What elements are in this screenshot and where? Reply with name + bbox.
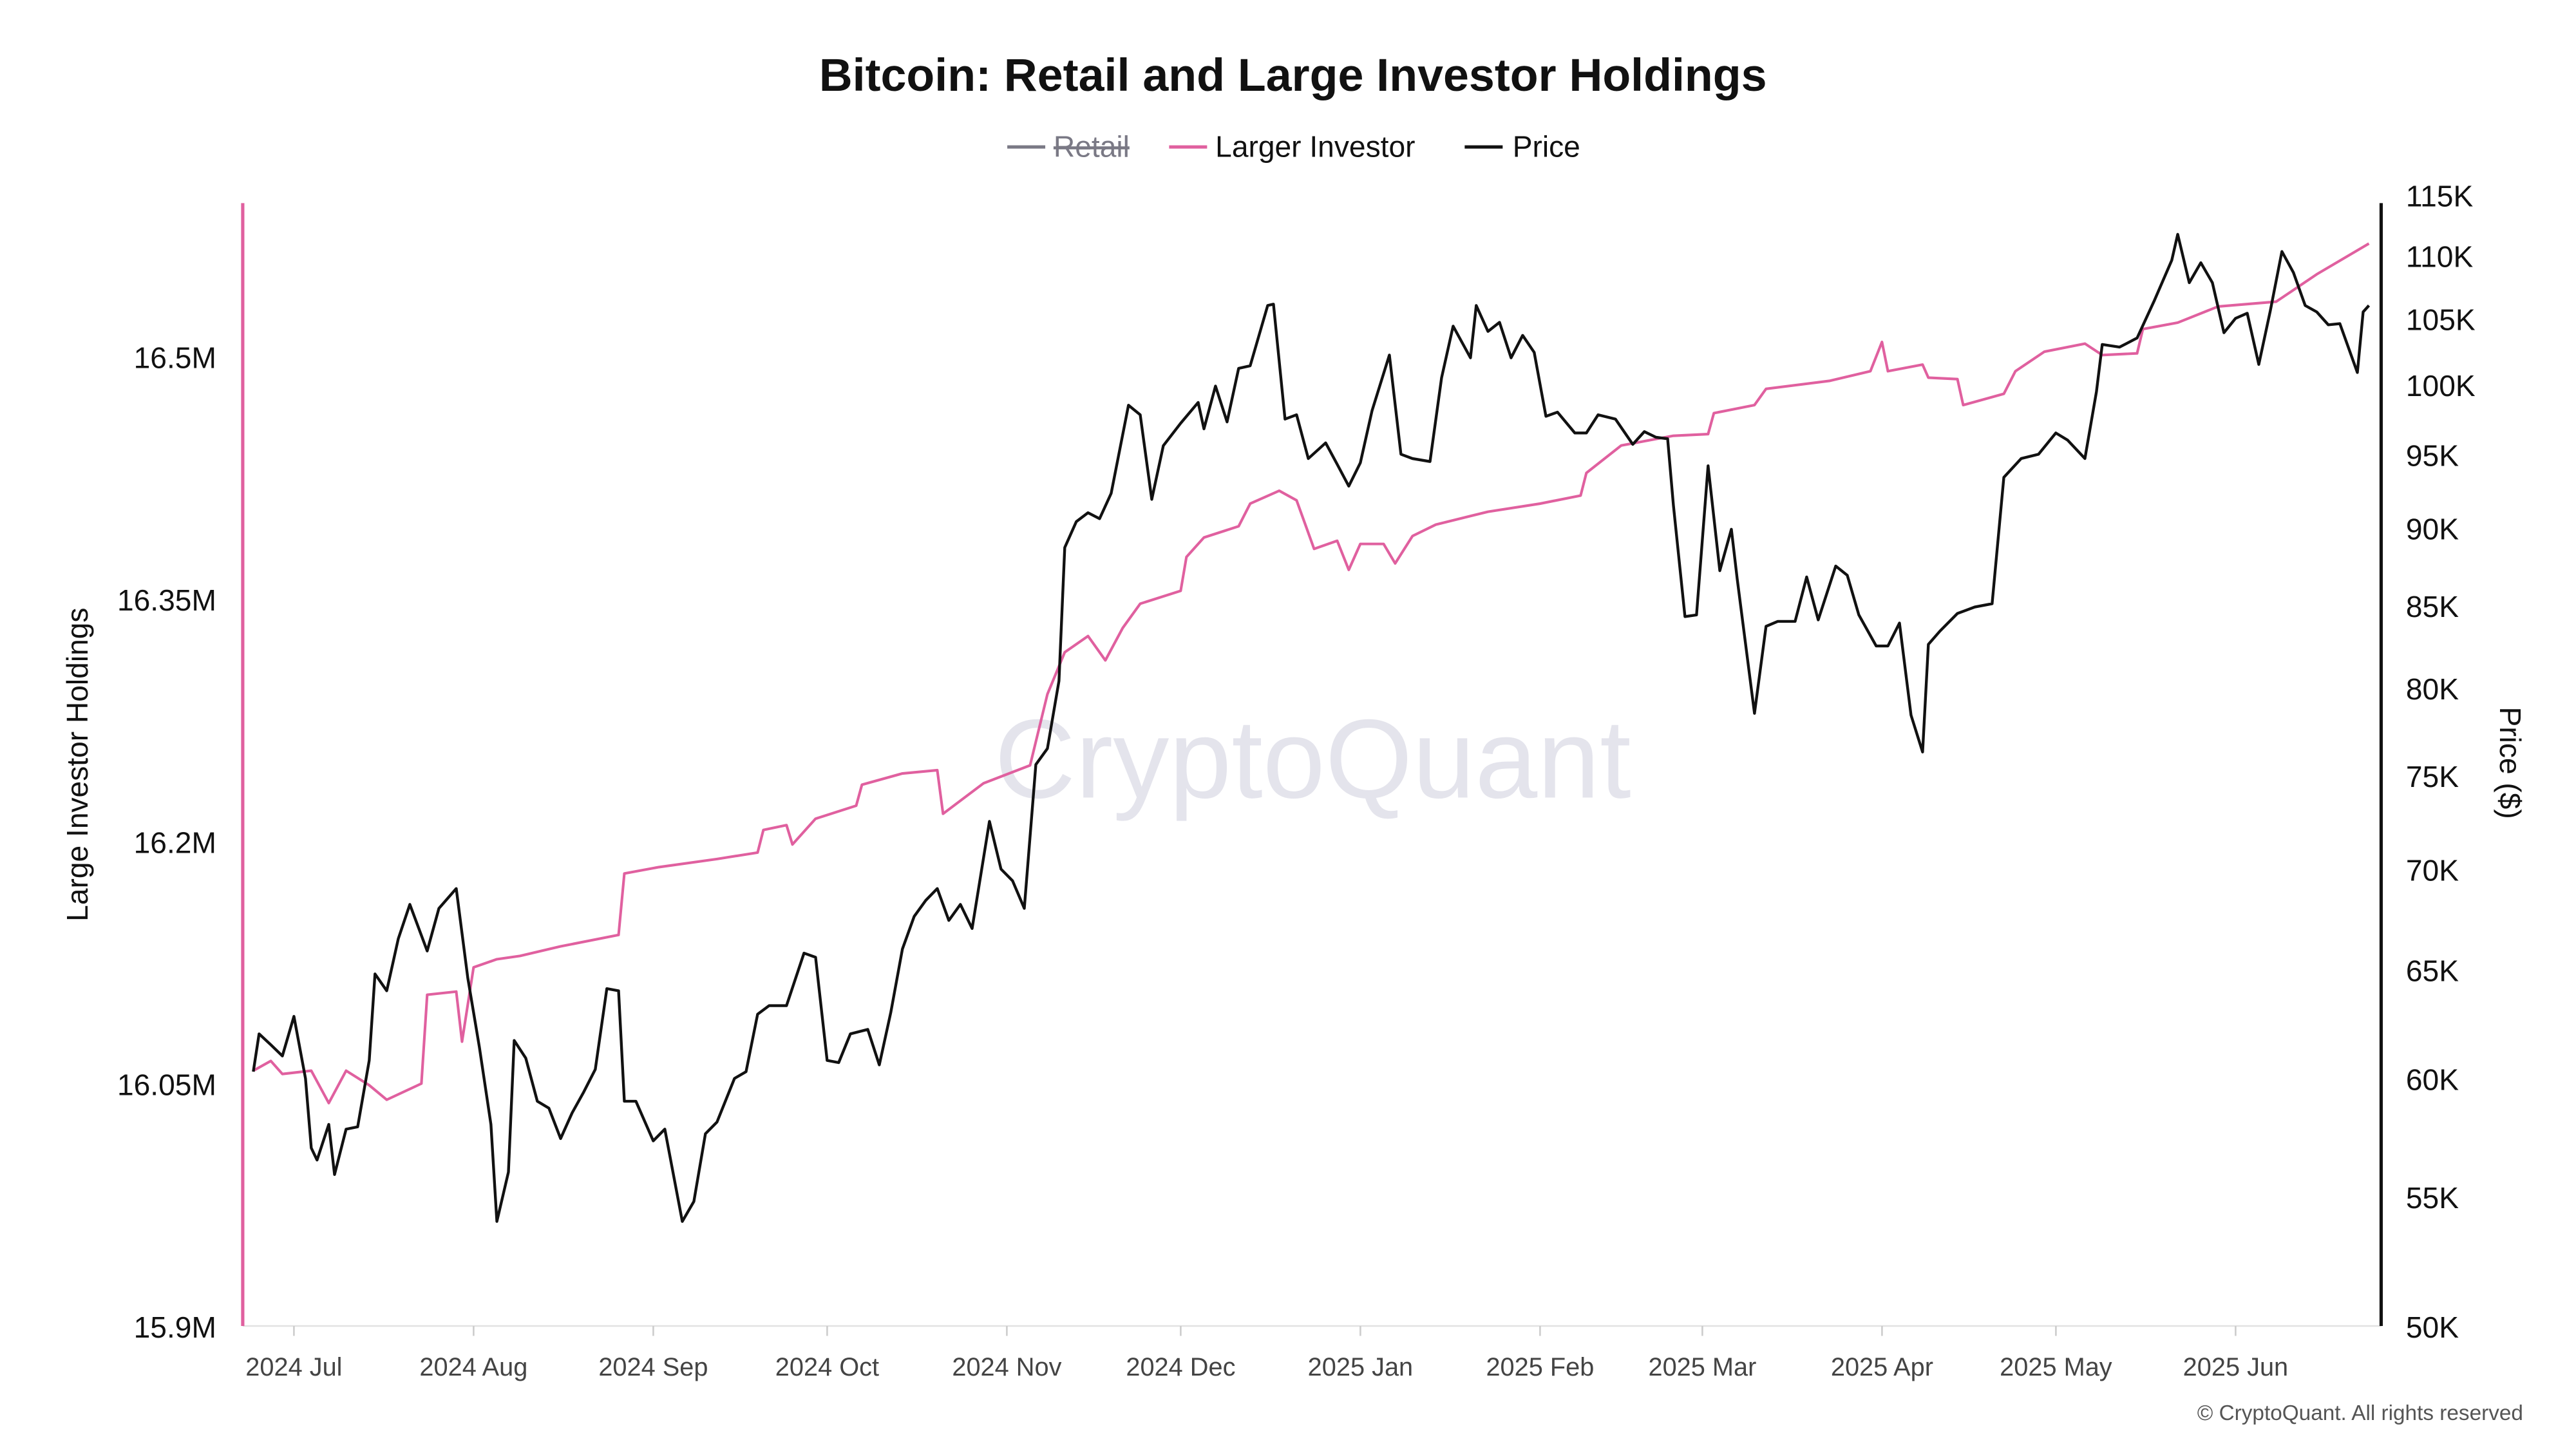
x-axis-ticks: 2024 Jul 2024 Aug 2024 Sep 2024 Oct 2024 Nov… [245, 1325, 2289, 1381]
x-tick-label: 2025 Apr [1831, 1353, 1933, 1381]
right-tick-label: 60K [2406, 1063, 2459, 1096]
right-tick-label: 110K [2406, 240, 2474, 273]
legend: Retail Larger Investor Price [1007, 130, 1580, 164]
right-tick-label: 75K [2406, 760, 2459, 793]
right-tick-label: 50K [2406, 1311, 2459, 1344]
x-tick-label: 2024 Sep [598, 1353, 708, 1381]
x-tick-label: 2024 Dec [1126, 1353, 1235, 1381]
x-tick-label: 2024 Jul [245, 1353, 342, 1381]
chart-title: Bitcoin: Retail and Large Investor Holdi… [819, 50, 1767, 101]
right-tick-label: 85K [2406, 590, 2459, 623]
series-lines [252, 232, 2371, 1223]
right-tick-label: 105K [2406, 303, 2476, 336]
legend-label-price: Price [1513, 130, 1580, 164]
legend-label-retail: Retail [1054, 130, 1130, 164]
series-line-price [252, 232, 2371, 1223]
x-tick-label: 2025 May [2000, 1353, 2112, 1381]
legend-item-price[interactable]: Price [1464, 130, 1580, 164]
x-tick-label: 2024 Nov [952, 1353, 1061, 1381]
x-tick-label: 2025 Feb [1486, 1353, 1594, 1381]
right-tick-label: 90K [2406, 512, 2459, 545]
legend-item-larger-investor[interactable]: Larger Investor [1169, 130, 1416, 164]
left-tick-label: 16.05M [117, 1068, 216, 1102]
legend-label-larger-investor: Larger Investor [1215, 130, 1415, 164]
right-tick-label: 115K [2406, 180, 2474, 213]
left-axis-title: Large Investor Holdings [61, 608, 94, 922]
right-tick-label: 65K [2406, 954, 2459, 988]
right-tick-label: 95K [2406, 439, 2459, 472]
right-tick-label: 100K [2406, 369, 2476, 402]
left-axis-ticks: 15.9M 16.05M 16.2M 16.35M 16.5M [117, 341, 216, 1344]
x-tick-label: 2024 Oct [775, 1353, 879, 1381]
left-tick-label: 15.9M [134, 1311, 216, 1344]
right-tick-label: 55K [2406, 1181, 2459, 1215]
watermark: CryptoQuant [994, 696, 1631, 821]
left-tick-label: 16.35M [117, 583, 216, 617]
right-tick-label: 70K [2406, 853, 2459, 887]
series-line-larger-investor [252, 242, 2370, 1104]
x-tick-label: 2024 Aug [419, 1353, 527, 1381]
x-tick-label: 2025 Mar [1648, 1353, 1756, 1381]
left-tick-label: 16.5M [134, 341, 216, 375]
legend-item-retail[interactable]: Retail [1007, 130, 1130, 164]
right-axis-ticks: 50K 55K 60K 65K 70K 75K 80K 85K 90K 95K 100K 105K 11… [2406, 180, 2476, 1344]
right-tick-label: 80K [2406, 672, 2459, 706]
x-tick-label: 2025 Jan [1308, 1353, 1414, 1381]
copyright: © CryptoQuant. All rights reserved [2197, 1401, 2523, 1425]
left-tick-label: 16.2M [134, 826, 216, 859]
x-tick-label: 2025 Jun [2183, 1353, 2289, 1381]
right-axis-title: Price ($) [2494, 706, 2527, 819]
